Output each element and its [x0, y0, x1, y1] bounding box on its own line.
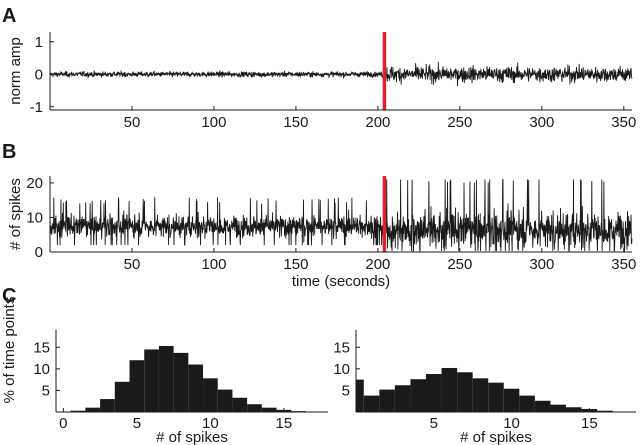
panel-letter-c: C	[2, 285, 16, 307]
panel-a-trace-plot: 50 100 150 200 250 300 350 -1 0 1 norm amp	[7, 32, 636, 131]
x-tick-label: 200	[365, 256, 390, 273]
histogram-bar	[472, 378, 489, 412]
x-tick-label: 100	[201, 256, 226, 273]
y-axis-label: norm amp	[7, 37, 24, 105]
x-tick-label: 5	[133, 415, 141, 432]
histogram-bar	[363, 395, 380, 412]
y-axis-label: % of time points	[1, 297, 18, 404]
x-tick-label: 250	[447, 114, 472, 131]
histogram-bar	[261, 407, 277, 412]
x-tick-label: 350	[611, 114, 636, 131]
histogram-bar	[217, 389, 233, 412]
histogram-bar	[158, 345, 174, 412]
histogram-bar	[173, 352, 189, 412]
histogram-bar	[488, 382, 504, 412]
y-tick-label: 5	[342, 382, 350, 399]
panel-b-spike-count-plot: 50 100 150 200 250 300 350 0 10 20# of spikes time…	[7, 175, 636, 290]
histogram-bar	[441, 367, 458, 412]
x-tick-label: 100	[201, 114, 226, 131]
histogram-bar	[144, 349, 159, 412]
histogram-bar	[188, 364, 204, 412]
y-tick-label: 15	[333, 339, 350, 356]
histogram-bar	[247, 404, 262, 412]
y-tick-label: 5	[42, 382, 50, 399]
y-tick-label: 10	[333, 361, 350, 378]
histogram-bar	[534, 400, 551, 412]
y-tick-label: 15	[33, 339, 50, 356]
histogram-bar	[457, 372, 473, 412]
x-tick-label: 350	[611, 256, 636, 273]
histogram-bar	[100, 399, 115, 412]
histogram-bar	[597, 410, 613, 412]
x-tick-label: 15	[581, 415, 598, 432]
y-axis-label: # of spikes	[7, 178, 24, 250]
y-tick-label: 1	[35, 34, 43, 51]
histogram-bar	[550, 404, 566, 412]
x-tick-label: 300	[529, 114, 554, 131]
histogram-bar	[114, 381, 130, 412]
y-tick-label: 10	[26, 209, 43, 226]
panel-c-right-histogram: 5 10 15 5 10 15 # of spikes	[333, 330, 636, 445]
panel-letter-a: A	[2, 5, 16, 27]
x-tick-label: 5	[430, 415, 438, 432]
x-tick-label: 15	[276, 415, 293, 432]
x-tick-label: 10	[503, 415, 520, 432]
histogram-bar	[129, 360, 145, 412]
x-tick-label: 200	[365, 114, 390, 131]
histogram-bar	[566, 407, 582, 412]
y-tick-label: 20	[26, 175, 43, 192]
histogram-bar	[232, 397, 248, 412]
histogram-bar	[503, 388, 520, 412]
panel-letter-b: B	[2, 141, 16, 163]
histogram-bar	[394, 385, 411, 412]
histogram-bar	[379, 389, 395, 412]
x-tick-label: 150	[283, 114, 308, 131]
y-tick-label: -1	[30, 99, 43, 116]
histogram-bar	[85, 407, 101, 412]
y-tick-label: 0	[35, 244, 43, 261]
x-axis-label: # of spikes	[156, 429, 228, 445]
histogram-bar	[70, 410, 86, 412]
signal-trace	[49, 179, 633, 252]
x-tick-label: 250	[447, 256, 472, 273]
x-tick-label: 10	[202, 415, 219, 432]
x-tick-label: 150	[283, 256, 308, 273]
histogram-bar	[203, 378, 218, 412]
x-tick-label: 50	[124, 114, 141, 131]
histogram-bar	[356, 379, 364, 412]
x-tick-label: 0	[59, 415, 67, 432]
x-tick-label: 300	[529, 256, 554, 273]
y-tick-label: 10	[33, 361, 50, 378]
histogram-bar	[426, 374, 442, 412]
x-axis-label: time (seconds)	[292, 273, 390, 290]
x-axis-label: # of spikes	[460, 429, 532, 445]
x-tick-label: 50	[124, 256, 141, 273]
histogram-bar	[410, 379, 426, 412]
y-tick-label: 0	[35, 66, 43, 83]
signal-trace	[49, 62, 633, 86]
histogram-bar	[519, 395, 535, 412]
